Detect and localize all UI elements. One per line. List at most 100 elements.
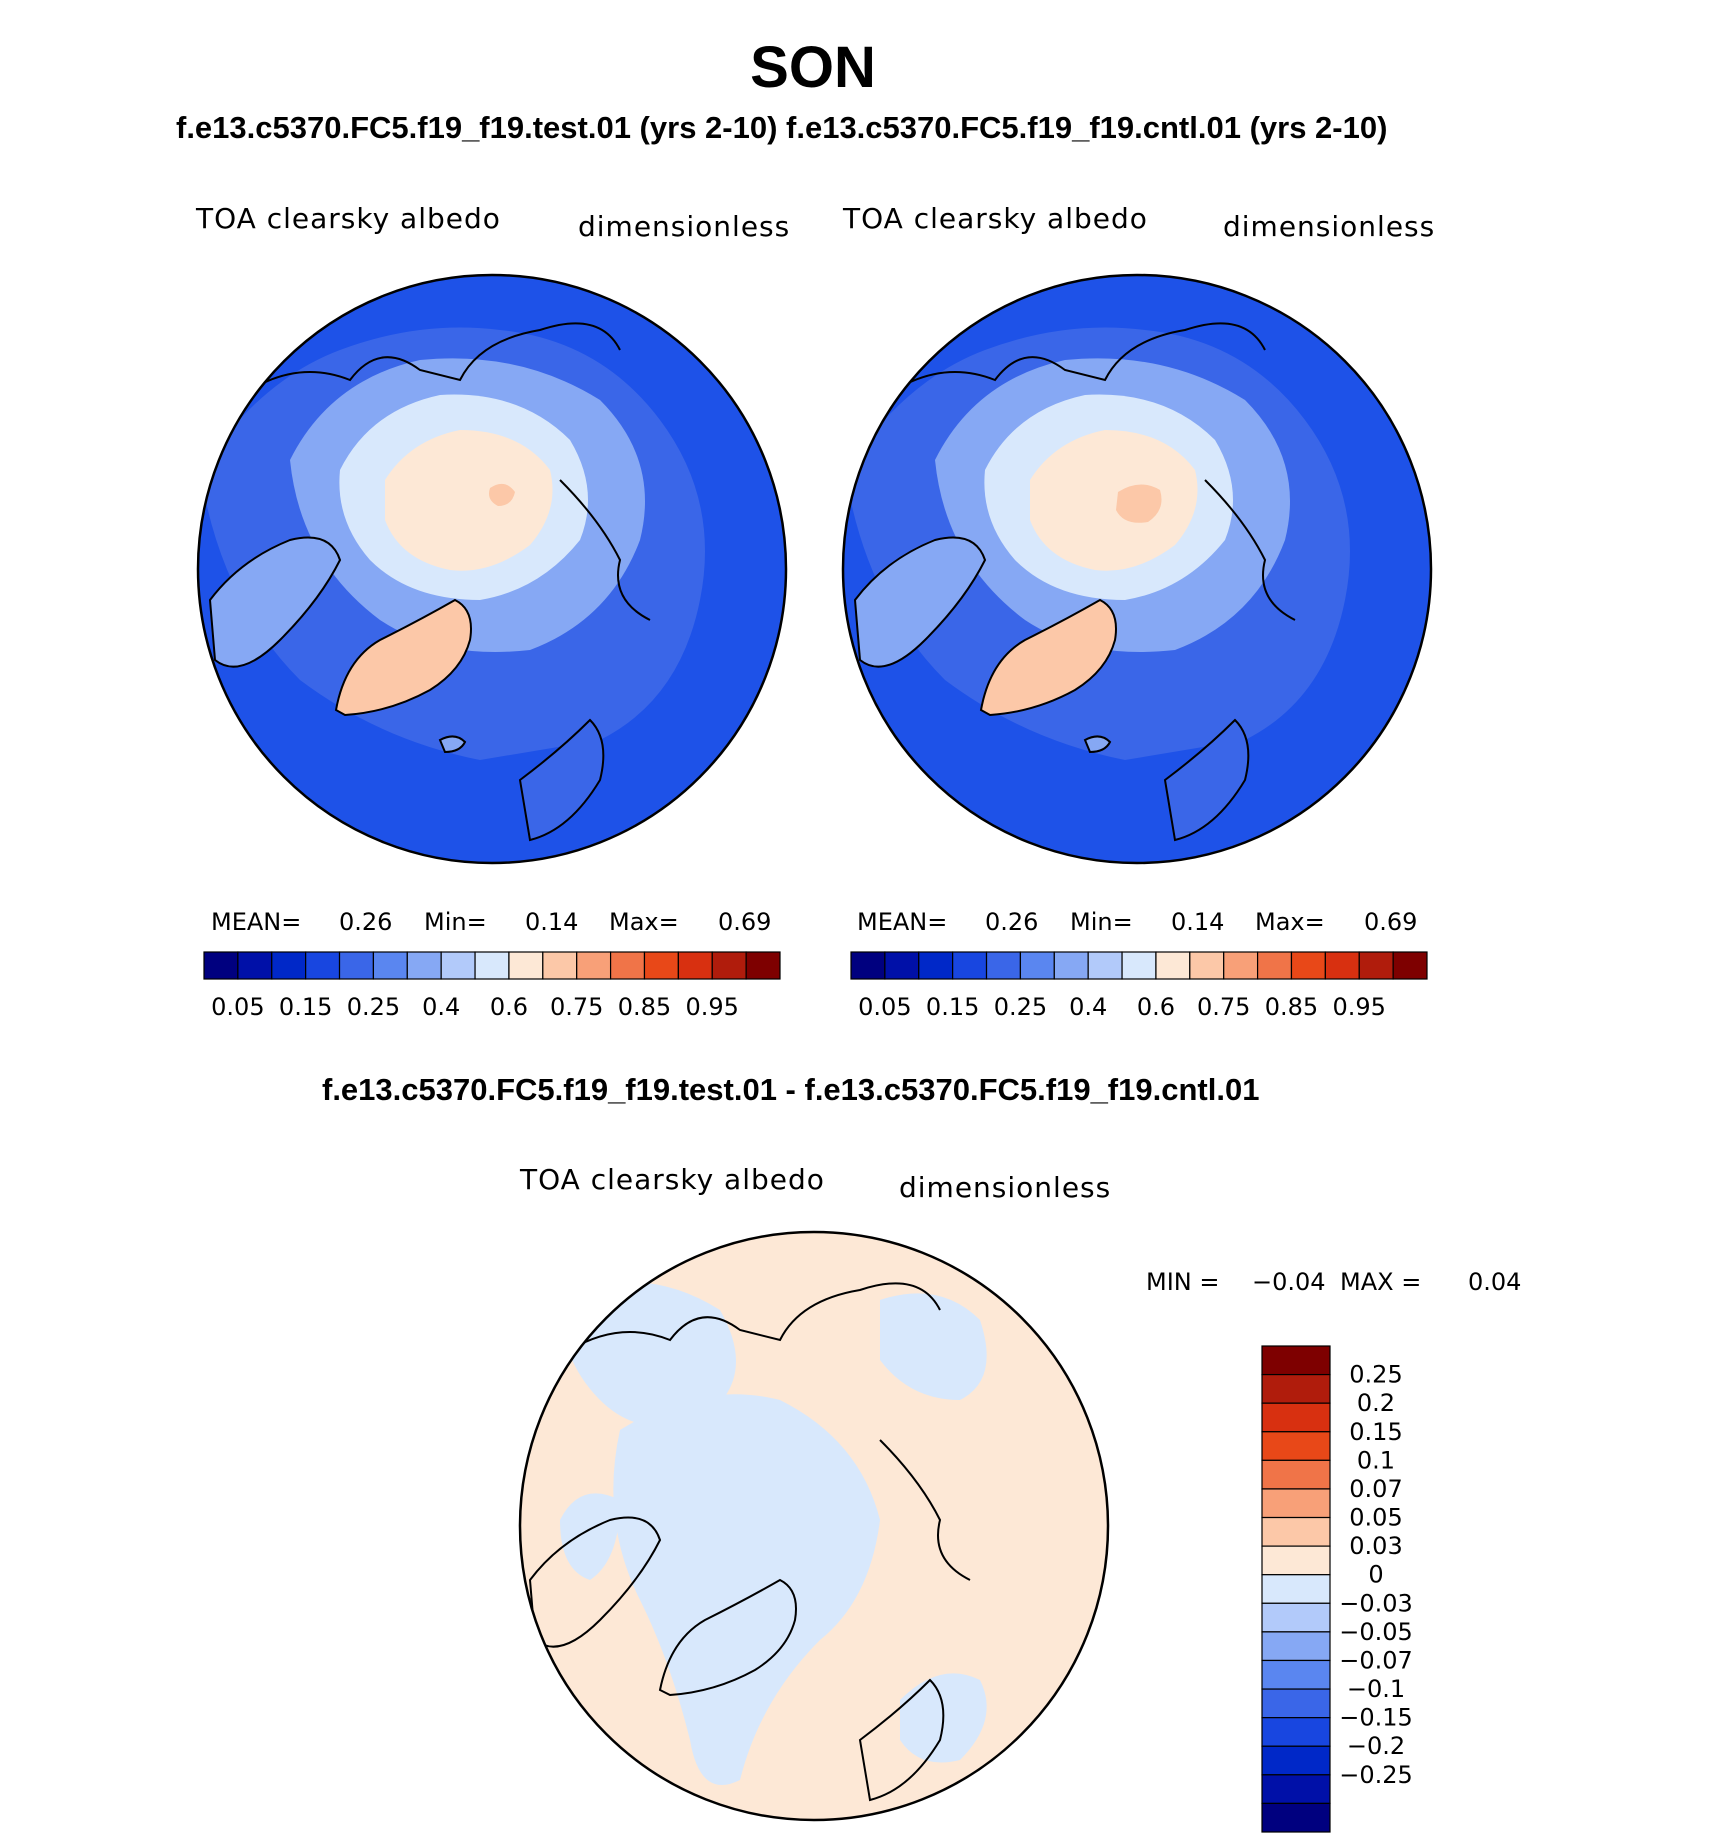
colorbar-tick-label: 0.15 — [926, 993, 979, 1021]
diff-min-value: −0.04 — [1252, 1268, 1326, 1296]
neg-region — [560, 1493, 620, 1580]
colorbar-swatch — [1261, 1459, 1331, 1490]
panel-right-mean-label: MEAN= — [857, 908, 948, 936]
colorbar-swatch — [406, 951, 442, 980]
colorbar-swatch — [1392, 951, 1428, 980]
scandinavia — [858, 1678, 945, 1802]
panel-left-max-label: Max= — [609, 908, 679, 936]
figure-title: SON — [750, 35, 876, 100]
siberian-coast — [894, 322, 1266, 391]
colorbar-swatch — [1261, 1431, 1331, 1461]
colorbar-swatch — [1261, 1488, 1331, 1519]
colorbar-tick-label: 0.05 — [211, 993, 264, 1021]
panel-left-min-label: Min= — [424, 908, 487, 936]
colorbar-swatch — [372, 951, 408, 980]
colorbar-swatch — [338, 951, 375, 980]
colorbar-tick-label: 0.4 — [1069, 993, 1107, 1021]
colorbar-swatch — [1261, 1774, 1331, 1805]
colorbar-tick-label: 0.2 — [1357, 1389, 1395, 1417]
diff-min-label: MIN = — [1146, 1268, 1220, 1296]
colorbar-swatch — [474, 951, 510, 980]
siberian-coast — [569, 1282, 941, 1351]
colorbar-tick-label: 0.25 — [1349, 1361, 1402, 1389]
colorbar-swatch — [1019, 951, 1055, 980]
colorbar-swatch — [1261, 1602, 1331, 1633]
arctic-ice — [385, 430, 553, 571]
colorbar-tick-label: 0.95 — [1333, 993, 1386, 1021]
diff-panel-units: dimensionless — [899, 1171, 1112, 1204]
panel-right-max-value: 0.69 — [1364, 908, 1418, 936]
scandinavia — [1163, 718, 1250, 842]
colorbar-swatch — [1324, 951, 1360, 980]
colorbar-swatch — [918, 951, 954, 980]
colorbar-tick-label: 0.25 — [347, 993, 400, 1021]
colorbar-swatch — [1087, 951, 1123, 980]
colorbar-swatch — [711, 951, 747, 980]
eurasia-coast — [559, 479, 651, 621]
colorbar-tick-label: 0.05 — [1349, 1504, 1402, 1532]
colorbar-swatch — [1261, 1717, 1331, 1747]
colorbar-tick-label: 0.1 — [1357, 1446, 1395, 1474]
panel-right-min-label: Min= — [1070, 908, 1133, 936]
map-border — [518, 1230, 1110, 1822]
greenland — [658, 1578, 797, 1697]
colorbar-tick-label: −0.2 — [1347, 1732, 1405, 1760]
colorbar-swatch — [1261, 1745, 1331, 1776]
colorbar-tick-label: 0.07 — [1349, 1475, 1402, 1503]
map-border — [196, 273, 788, 865]
colorbar-swatch — [1261, 1545, 1331, 1576]
arctic-ice — [1030, 430, 1198, 571]
colorbar-swatch — [1261, 1516, 1331, 1547]
ice-core — [1116, 484, 1162, 523]
ice-core — [489, 483, 515, 506]
panel-left-mean-value: 0.26 — [339, 908, 393, 936]
panel-right-units: dimensionless — [1223, 210, 1436, 243]
panel-left-units: dimensionless — [578, 210, 791, 243]
colorbar-swatch — [1261, 1659, 1331, 1690]
colorbar-swatch — [985, 951, 1022, 980]
colorbar-swatch — [1256, 951, 1293, 980]
panel-right-min-value: 0.14 — [1171, 908, 1225, 936]
diff-panel-variable: TOA clearsky albedo — [520, 1163, 825, 1196]
colorbar-swatch — [1261, 1402, 1331, 1433]
panel-right-max-label: Max= — [1255, 908, 1325, 936]
colorbar-swatch — [1261, 1574, 1331, 1604]
colorbar-tick-label: 0.4 — [422, 993, 460, 1021]
colorbar-swatch — [1261, 1631, 1331, 1662]
neg-region — [693, 1232, 800, 1233]
colorbar-swatch — [1121, 951, 1157, 980]
neg-region — [613, 1394, 880, 1785]
diff-subtitle: f.e13.c5370.FC5.f19_f19.test.01 - f.e13.… — [322, 1072, 1260, 1107]
colorbar-swatch — [884, 951, 920, 980]
colorbar-tick-label: −0.07 — [1339, 1646, 1413, 1674]
canada-north — [528, 1516, 662, 1648]
colorbar-tick-label: 0.75 — [550, 993, 603, 1021]
colorbar-swatch — [952, 951, 988, 980]
colorbar-tick-label: 0.75 — [1197, 993, 1250, 1021]
map-right — [841, 273, 1433, 865]
colorbar-tick-label: 0.6 — [1137, 993, 1175, 1021]
colorbar-swatch — [576, 951, 612, 980]
colorbar-right: 0.05 0.15 0.25 0.4 0.6 0.75 0.85 0.95 — [850, 951, 1428, 1021]
colorbar-tick-label: 0.95 — [686, 993, 739, 1021]
panel-left-max-value: 0.69 — [718, 908, 772, 936]
colorbar-swatch — [1189, 951, 1225, 980]
colorbar-tick-label: 0 — [1368, 1561, 1383, 1589]
diff-max-value: 0.04 — [1468, 1268, 1522, 1296]
colorbar-swatch — [203, 951, 239, 980]
colorbar-swatch — [271, 951, 307, 980]
map-border — [841, 273, 1433, 865]
colorbar-tick-label: 0.05 — [858, 993, 911, 1021]
eurasia-coast — [1204, 479, 1296, 621]
scandinavia — [518, 718, 605, 842]
colorbar-difference: 0.250.20.150.10.070.050.030−0.03−0.05−0.… — [1261, 1345, 1413, 1833]
colorbar-swatch — [1155, 951, 1191, 980]
panel-right-mean-value: 0.26 — [985, 908, 1039, 936]
canada-north — [208, 536, 342, 668]
colorbar-swatch — [1261, 1802, 1331, 1833]
map-left — [196, 273, 788, 865]
panel-left-mean-label: MEAN= — [211, 908, 302, 936]
colorbar-tick-label: −0.03 — [1339, 1589, 1413, 1617]
panel-left-min-value: 0.14 — [525, 908, 579, 936]
